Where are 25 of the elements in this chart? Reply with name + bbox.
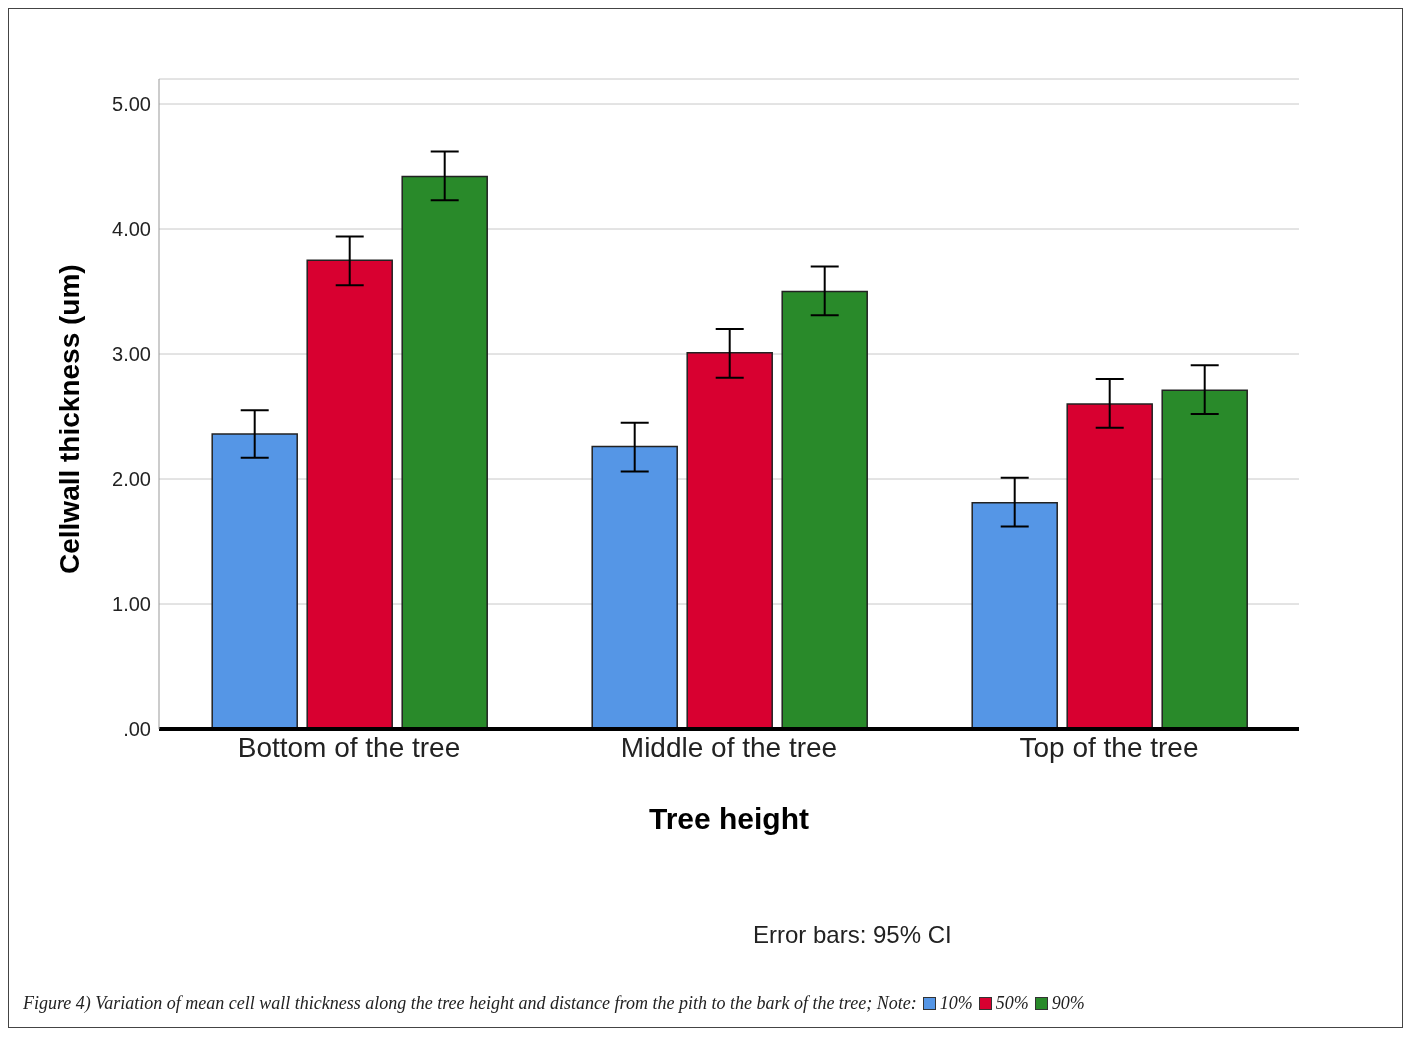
legend-label: 10% (939, 993, 973, 1013)
y-tick-label: 5.00 (112, 93, 151, 116)
legend-label: 90% (1051, 993, 1085, 1013)
x-tick-label: Middle of the tree (620, 731, 838, 763)
bar (686, 352, 773, 729)
y-tick-label: 2.00 (112, 468, 151, 491)
legend-label: 50% (995, 993, 1029, 1013)
y-tick-label: .00 (123, 718, 151, 741)
bar (211, 433, 298, 729)
bar (591, 445, 678, 729)
x-tick-label: Bottom of the tree (237, 731, 461, 763)
bar (306, 259, 393, 729)
bar (971, 502, 1058, 729)
y-tick-label: 3.00 (112, 343, 151, 366)
bar (781, 290, 868, 729)
x-tick-label: Top of the tree (1019, 731, 1199, 763)
y-tick-label: 1.00 (112, 593, 151, 616)
bar (1066, 403, 1153, 729)
bar (401, 175, 488, 729)
text: Error bars: 95% CI (753, 921, 952, 949)
y-tick-label: 4.00 (112, 218, 151, 241)
y-axis-title: Cellwall thickness (um) (53, 264, 85, 574)
x-axis-title: Tree height (648, 802, 810, 835)
caption: Figure 4) Variation of mean cell wall thickness along the tree height and distance from the pith to the bark of the tree; Note: (23, 993, 917, 1013)
bar (1161, 389, 1248, 729)
